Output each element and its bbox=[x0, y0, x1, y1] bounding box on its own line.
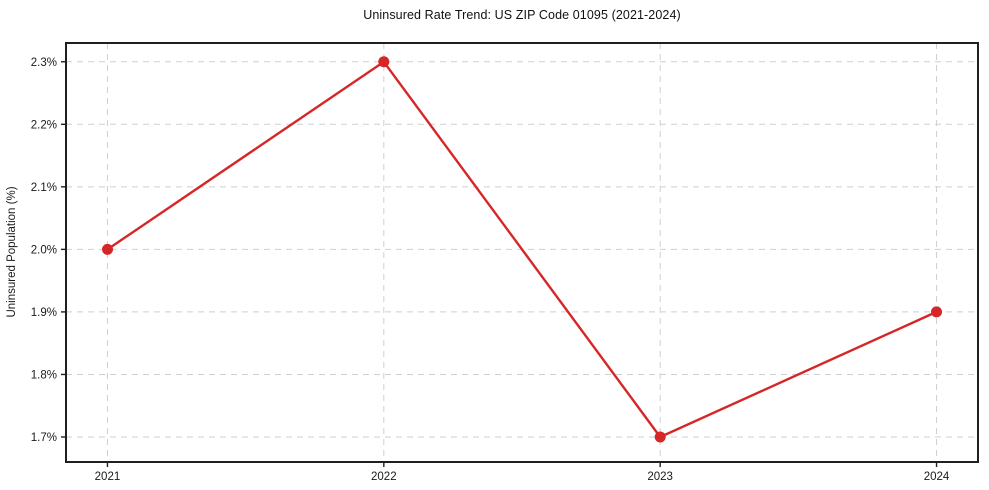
chart-title: Uninsured Rate Trend: US ZIP Code 01095 … bbox=[363, 8, 681, 22]
y-axis-label: Uninsured Population (%) bbox=[6, 186, 18, 317]
y-tick-label: 2.0% bbox=[31, 244, 57, 256]
x-tick-label: 2023 bbox=[647, 471, 673, 483]
x-tick-label: 2021 bbox=[95, 471, 121, 483]
x-tick-label: 2022 bbox=[371, 471, 397, 483]
plot-area: 1.7% 1.8% 1.9% 2.0% 2.1% 2.2% 2.3% 2021 2022 2023… bbox=[31, 42, 979, 483]
x-tick-label: 2024 bbox=[924, 471, 950, 483]
y-tick-label: 2.1% bbox=[31, 182, 57, 194]
y-tick-label: 1.7% bbox=[31, 432, 57, 444]
y-tick-label: 2.2% bbox=[31, 119, 57, 131]
trend-line bbox=[106, 60, 938, 439]
plot-border bbox=[65, 42, 979, 463]
data-point-marker bbox=[378, 56, 390, 68]
y-tick-label: 1.8% bbox=[31, 369, 57, 381]
y-tick-label: 1.9% bbox=[31, 307, 57, 319]
data-point-marker bbox=[931, 306, 942, 318]
y-tick-label: 2.3% bbox=[31, 57, 57, 69]
data-point-marker bbox=[654, 431, 666, 443]
data-point-marker bbox=[102, 243, 113, 255]
